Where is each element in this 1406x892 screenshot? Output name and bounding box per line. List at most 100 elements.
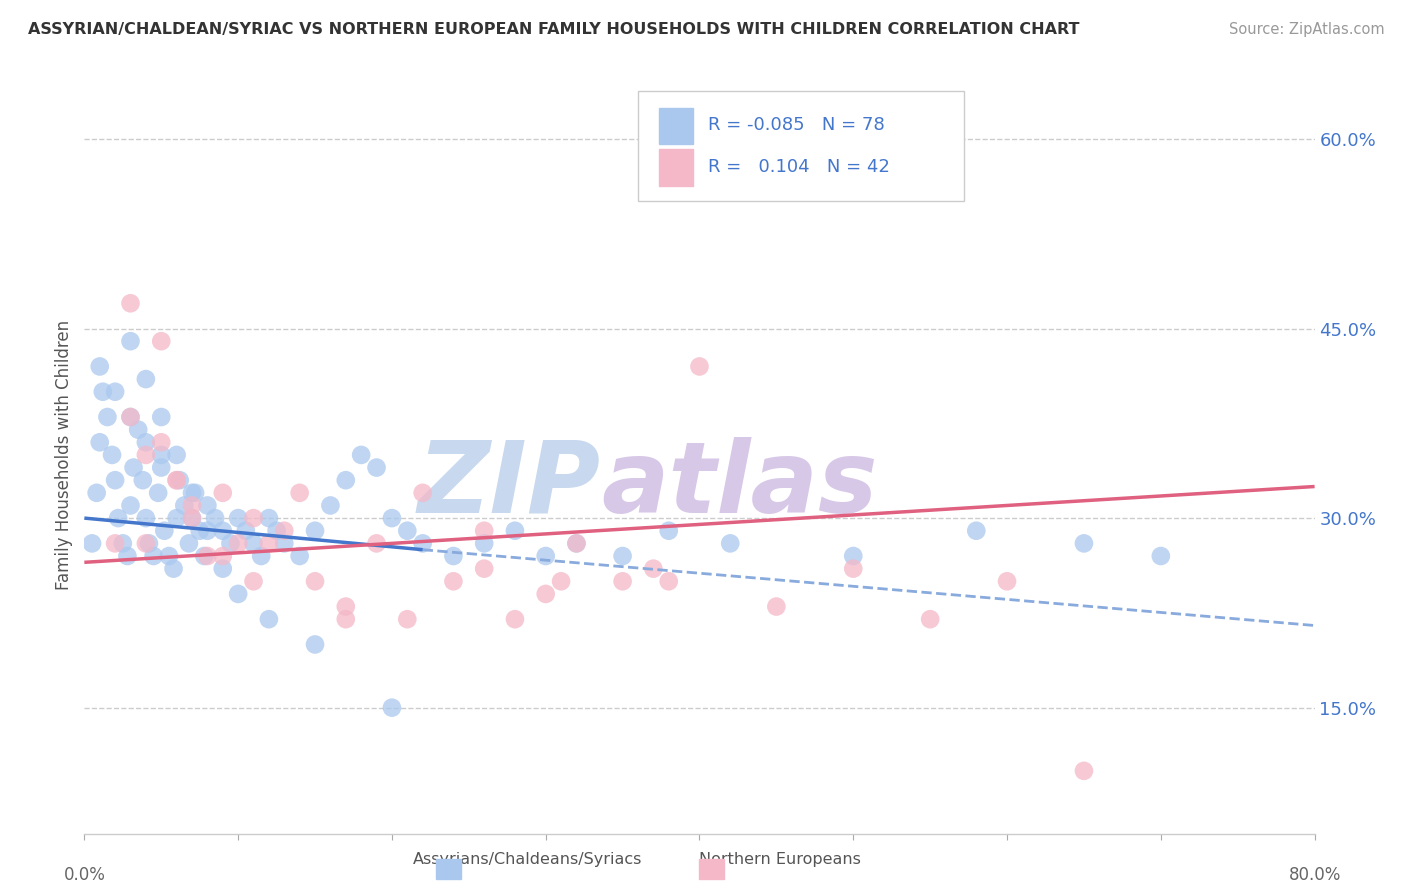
Point — [612, 549, 634, 563]
Point — [127, 423, 149, 437]
Point — [503, 612, 526, 626]
Point — [211, 524, 233, 538]
Point — [443, 574, 465, 589]
Point — [550, 574, 572, 589]
Text: R = -0.085   N = 78: R = -0.085 N = 78 — [709, 116, 884, 134]
Point — [117, 549, 139, 563]
Point — [184, 485, 207, 500]
Point — [319, 499, 342, 513]
Text: Northern Europeans: Northern Europeans — [699, 852, 862, 867]
Point — [150, 334, 173, 348]
Point — [534, 587, 557, 601]
Point — [219, 536, 242, 550]
Point — [765, 599, 787, 614]
Point — [273, 524, 295, 538]
Point — [120, 410, 142, 425]
Point — [381, 700, 404, 714]
Point — [920, 612, 942, 626]
Point — [534, 549, 557, 563]
Point — [257, 511, 280, 525]
Point — [80, 536, 103, 550]
Point — [965, 524, 987, 538]
Point — [89, 435, 111, 450]
Point — [242, 511, 264, 525]
Point — [658, 574, 681, 589]
Text: ASSYRIAN/CHALDEAN/SYRIAC VS NORTHERN EUROPEAN FAMILY HOUSEHOLDS WITH CHILDREN CO: ASSYRIAN/CHALDEAN/SYRIAC VS NORTHERN EUR… — [28, 22, 1080, 37]
Point — [250, 549, 273, 563]
Bar — [659, 108, 693, 144]
Point — [643, 562, 665, 576]
Point — [166, 473, 188, 487]
Point — [120, 296, 142, 310]
Point — [111, 536, 134, 550]
Point — [273, 536, 295, 550]
Point — [366, 460, 388, 475]
Point — [503, 524, 526, 538]
Point — [350, 448, 373, 462]
Point — [96, 410, 118, 425]
Text: atlas: atlas — [602, 437, 877, 533]
Point — [166, 473, 188, 487]
Point — [120, 334, 142, 348]
Point — [169, 473, 191, 487]
Point — [193, 549, 215, 563]
Point — [91, 384, 114, 399]
Point — [211, 549, 233, 563]
Point — [104, 384, 127, 399]
Text: ZIP: ZIP — [418, 437, 602, 533]
Point — [104, 473, 127, 487]
Text: 80.0%: 80.0% — [1288, 865, 1341, 884]
Point — [157, 549, 180, 563]
Point — [472, 536, 495, 550]
Point — [288, 485, 311, 500]
Point — [565, 536, 588, 550]
Point — [226, 587, 249, 601]
Point — [89, 359, 111, 374]
Point — [197, 549, 219, 563]
Point — [366, 536, 388, 550]
Text: Assyrians/Chaldeans/Syriacs: Assyrians/Chaldeans/Syriacs — [412, 852, 643, 867]
Point — [197, 524, 219, 538]
Point — [335, 599, 357, 614]
Point — [166, 511, 188, 525]
Point — [288, 549, 311, 563]
Point — [842, 549, 865, 563]
Point — [381, 511, 404, 525]
Point — [304, 524, 326, 538]
Point — [153, 524, 176, 538]
Point — [148, 485, 170, 500]
Point — [718, 536, 741, 550]
Point — [150, 410, 173, 425]
Point — [396, 612, 419, 626]
Point — [658, 524, 681, 538]
Point — [197, 499, 219, 513]
Point — [181, 511, 204, 525]
Point — [304, 574, 326, 589]
Point — [181, 485, 204, 500]
Point — [107, 511, 129, 525]
Point — [101, 448, 124, 462]
Point — [842, 562, 865, 576]
Point — [135, 435, 157, 450]
Y-axis label: Family Households with Children: Family Households with Children — [55, 320, 73, 590]
Point — [242, 536, 264, 550]
Text: Source: ZipAtlas.com: Source: ZipAtlas.com — [1229, 22, 1385, 37]
FancyBboxPatch shape — [638, 91, 965, 201]
Point — [204, 511, 226, 525]
Bar — [659, 149, 693, 186]
Point — [135, 372, 157, 386]
Point — [612, 574, 634, 589]
Point — [135, 448, 157, 462]
Point — [257, 612, 280, 626]
Point — [181, 511, 204, 525]
Point — [226, 536, 249, 550]
Point — [1073, 536, 1095, 550]
Point — [142, 549, 165, 563]
Point — [412, 485, 434, 500]
Text: R =   0.104   N = 42: R = 0.104 N = 42 — [709, 158, 890, 176]
Point — [412, 536, 434, 550]
Point — [138, 536, 160, 550]
Point — [162, 562, 184, 576]
Point — [86, 485, 108, 500]
Point — [1150, 549, 1173, 563]
